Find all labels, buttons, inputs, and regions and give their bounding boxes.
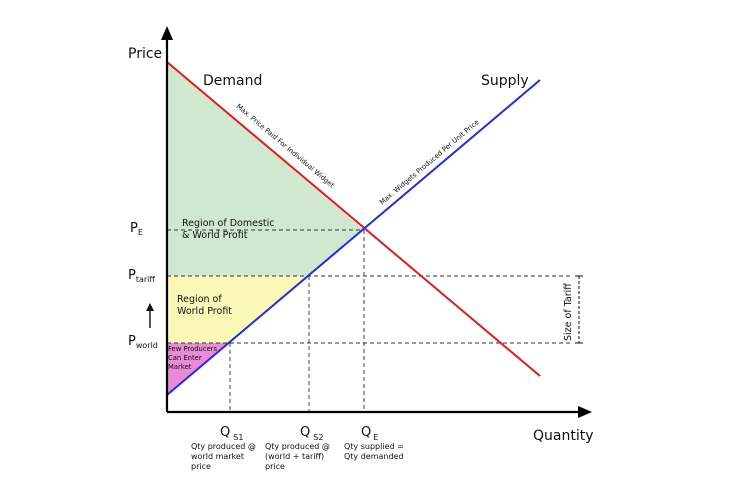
arrow-right-icon: [578, 406, 592, 418]
supply-curve: [166, 79, 541, 396]
demand-label: Demand: [203, 73, 262, 89]
region-world-label: Region of World Profit: [177, 294, 232, 317]
region-few-producers-label: Few Producers Can Enter Market: [168, 345, 219, 371]
reference-lines: [167, 229, 570, 412]
arrow-up-icon: [161, 26, 173, 40]
region-world-profit: [167, 276, 309, 343]
tariff-bracket-caps: [575, 275, 583, 344]
price-label-pworld: Pworld: [128, 334, 158, 350]
region-domestic-world-profit: [167, 62, 364, 276]
supply-note: Max. Widgets Produced Per Unit Price: [378, 118, 480, 206]
quantity-label-qs1: Q S1: [220, 425, 243, 442]
quantity-note-qs1: Qty produced @ world market price: [191, 442, 258, 471]
quantity-note-qe: Qty supplied = Qty demanded: [344, 442, 406, 461]
price-label-pe: PE: [130, 221, 143, 237]
demand-curve: [166, 61, 541, 377]
quantity-label-qs2: Q S2: [300, 425, 323, 442]
x-axis-label: Quantity: [533, 428, 594, 444]
price-label-ptariff: Ptariff: [128, 268, 155, 284]
tariff-size-label: Size of Tariff: [563, 283, 574, 341]
quantity-note-qs2: Qty produced @ (world + tariff) price: [265, 442, 332, 471]
region-domestic-label: Region of Domestic & World Profit: [182, 218, 278, 241]
arrow-up-icon: [146, 303, 154, 328]
supply-label: Supply: [481, 73, 529, 89]
y-axis-label: Price: [128, 46, 162, 62]
